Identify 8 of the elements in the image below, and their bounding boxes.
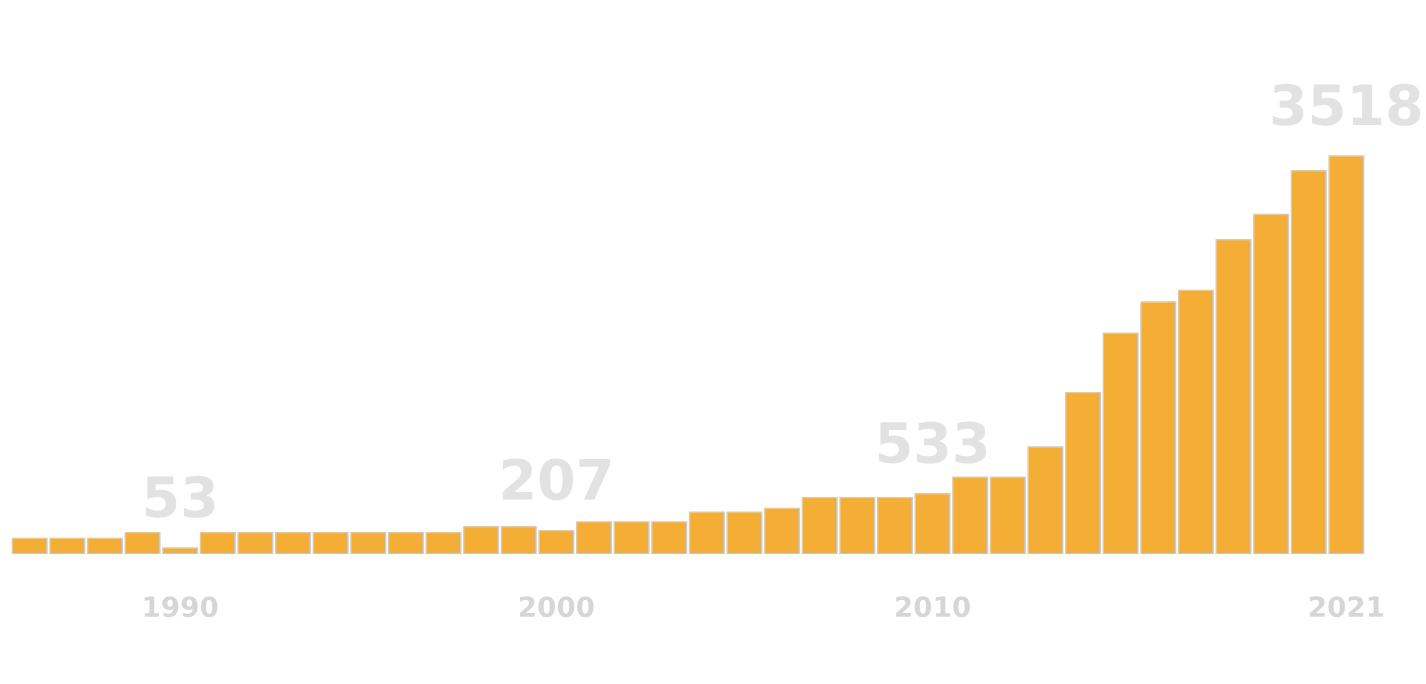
bar bbox=[764, 507, 801, 555]
bar bbox=[275, 531, 312, 555]
bar bbox=[876, 496, 913, 555]
bar bbox=[1065, 391, 1102, 555]
bar bbox=[575, 521, 612, 555]
bar bbox=[1177, 289, 1214, 555]
bar bbox=[387, 531, 424, 555]
bar bbox=[86, 537, 123, 555]
